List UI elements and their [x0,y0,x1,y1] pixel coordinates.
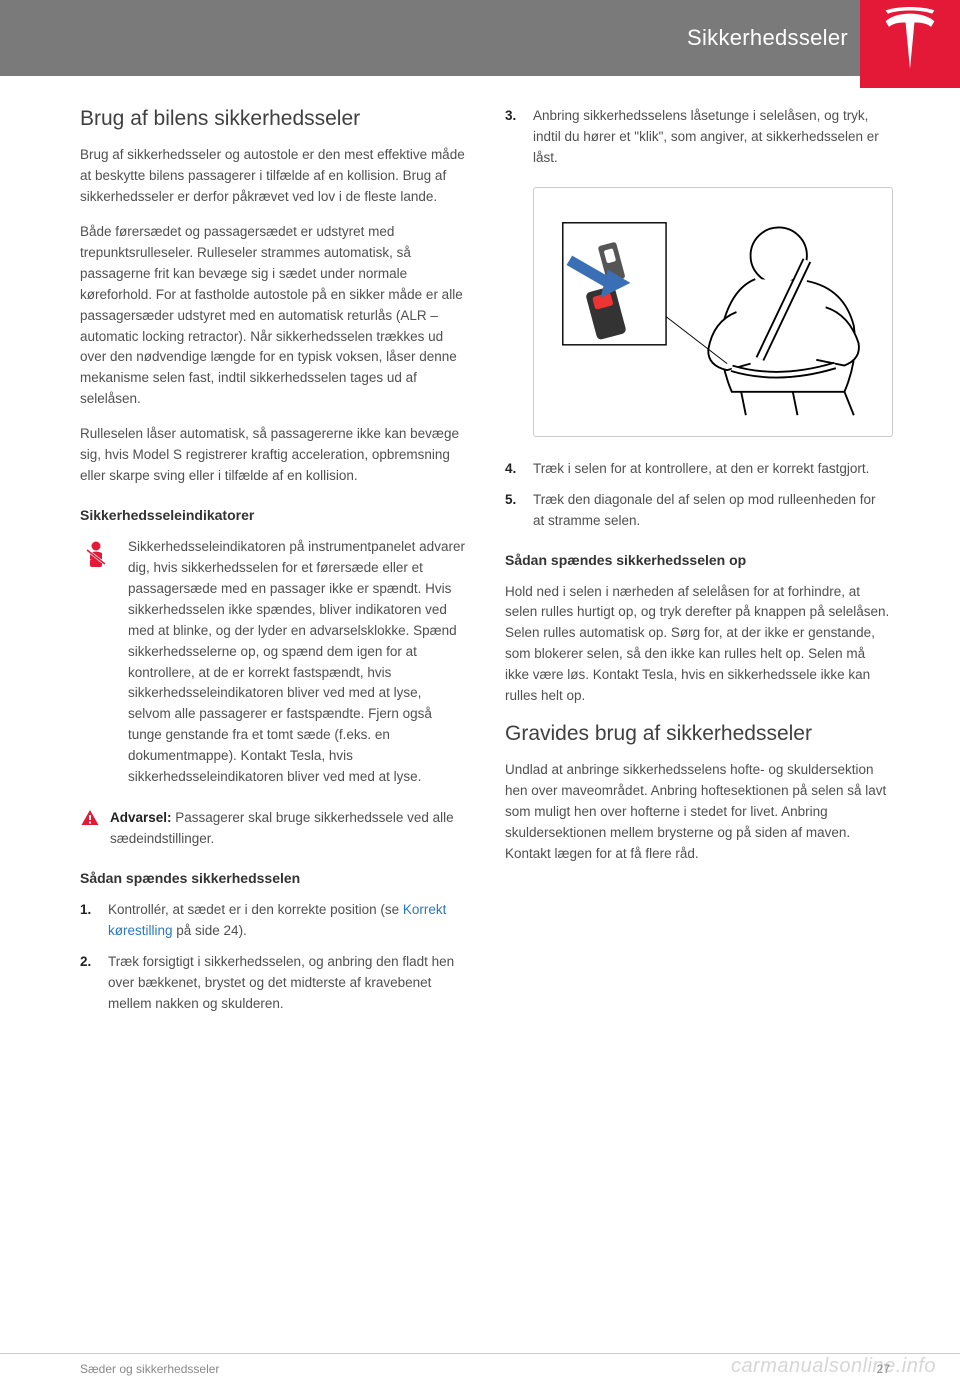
list-item: 3. Anbring sikkerhedsselens låsetunge i … [505,106,890,169]
subheading-release: Sådan spændes sikkerhedsselen op [505,552,890,568]
list-item: 2. Træk forsigtigt i sikkerhedsselen, og… [80,952,465,1015]
page-content: Brug af bilens sikkerhedsseler Brug af s… [0,76,960,1025]
seatbelt-warning-icon [80,537,112,569]
warning-triangle-icon [80,808,100,828]
warning-text: Advarsel: Passagerer skal bruge sikkerhe… [110,808,465,850]
paragraph: Hold ned i selen i nærheden af selelåsen… [505,582,890,708]
indicator-block: Sikkerhedsseleindikatoren på instrumentp… [80,537,465,788]
indicator-text: Sikkerhedsseleindikatoren på instrumentp… [128,537,465,788]
watermark: carmanualsonline.info [731,1355,936,1378]
page-header: Sikkerhedsseler [0,0,960,76]
seatbelt-insert-illustration [544,204,882,420]
seatbelt-diagram [533,187,893,437]
paragraph: Rulleselen låser automatisk, så passager… [80,424,465,487]
fasten-steps-continued-2: 4. Træk i selen for at kontrollere, at d… [505,459,890,532]
warning-block: Advarsel: Passagerer skal bruge sikkerhe… [80,808,465,850]
tesla-t-icon [883,7,937,69]
heading-using-seatbelts: Brug af bilens sikkerhedsseler [80,106,465,131]
list-item: 1. Kontrollér, at sædet er i den korrekt… [80,900,465,942]
paragraph: Brug af sikkerhedsseler og autostole er … [80,145,465,208]
list-item: 5. Træk den diagonale del af selen op mo… [505,490,890,532]
fasten-steps-continued: 3. Anbring sikkerhedsselens låsetunge i … [505,106,890,169]
list-item: 4. Træk i selen for at kontrollere, at d… [505,459,890,480]
heading-pregnant: Gravides brug af sikkerhedsseler [505,721,890,746]
paragraph: Undlad at anbringe sikkerhedsselens hoft… [505,760,890,865]
tesla-logo [860,0,960,88]
fasten-steps: 1. Kontrollér, at sædet er i den korrekt… [80,900,465,1015]
paragraph: Både førersædet og passagersædet er udst… [80,222,465,410]
right-column: 3. Anbring sikkerhedsselens låsetunge i … [505,106,890,1025]
subheading-indicators: Sikkerhedsseleindikatorer [80,507,465,523]
left-column: Brug af bilens sikkerhedsseler Brug af s… [80,106,465,1025]
footer-section: Sæder og sikkerhedsseler [80,1362,219,1376]
subheading-fasten: Sådan spændes sikkerhedsselen [80,870,465,886]
header-title: Sikkerhedsseler [687,25,848,51]
